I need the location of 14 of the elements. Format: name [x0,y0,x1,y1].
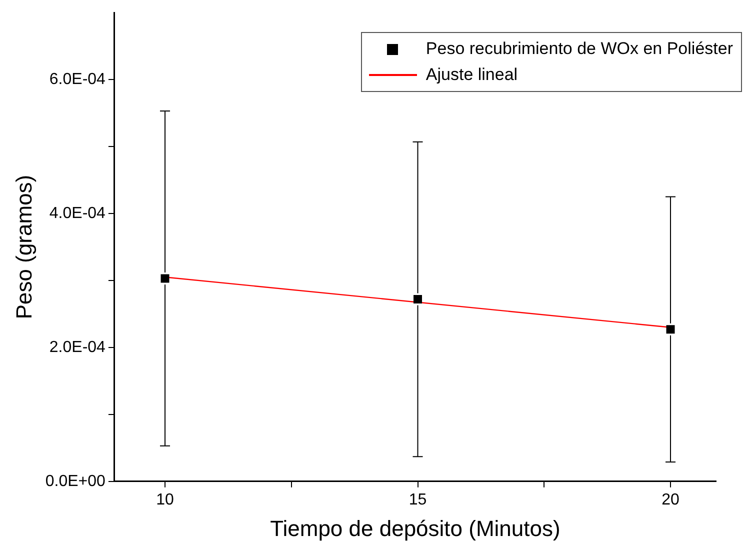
point [666,325,675,334]
legend-label: Peso recubrimiento de WOx en Poliéster [426,39,733,59]
y-tick-label: 6.0E-04 [49,70,106,88]
x-axis-title: Tiempo de depósito (Minutos) [270,516,560,541]
point [160,274,170,283]
y-tick-label: 4.0E-04 [49,204,106,222]
y-tick-label: 2.0E-04 [49,338,106,356]
x-tick-label: 10 [156,491,174,508]
x-tick-label: 15 [408,491,427,508]
y-axis-title: Peso (gramos) [11,174,36,320]
y-tick-label: 0.0E+00 [45,472,106,490]
point [414,294,422,304]
legend-label: Ajuste lineal [426,65,518,85]
x-tick-label: 20 [662,491,680,508]
